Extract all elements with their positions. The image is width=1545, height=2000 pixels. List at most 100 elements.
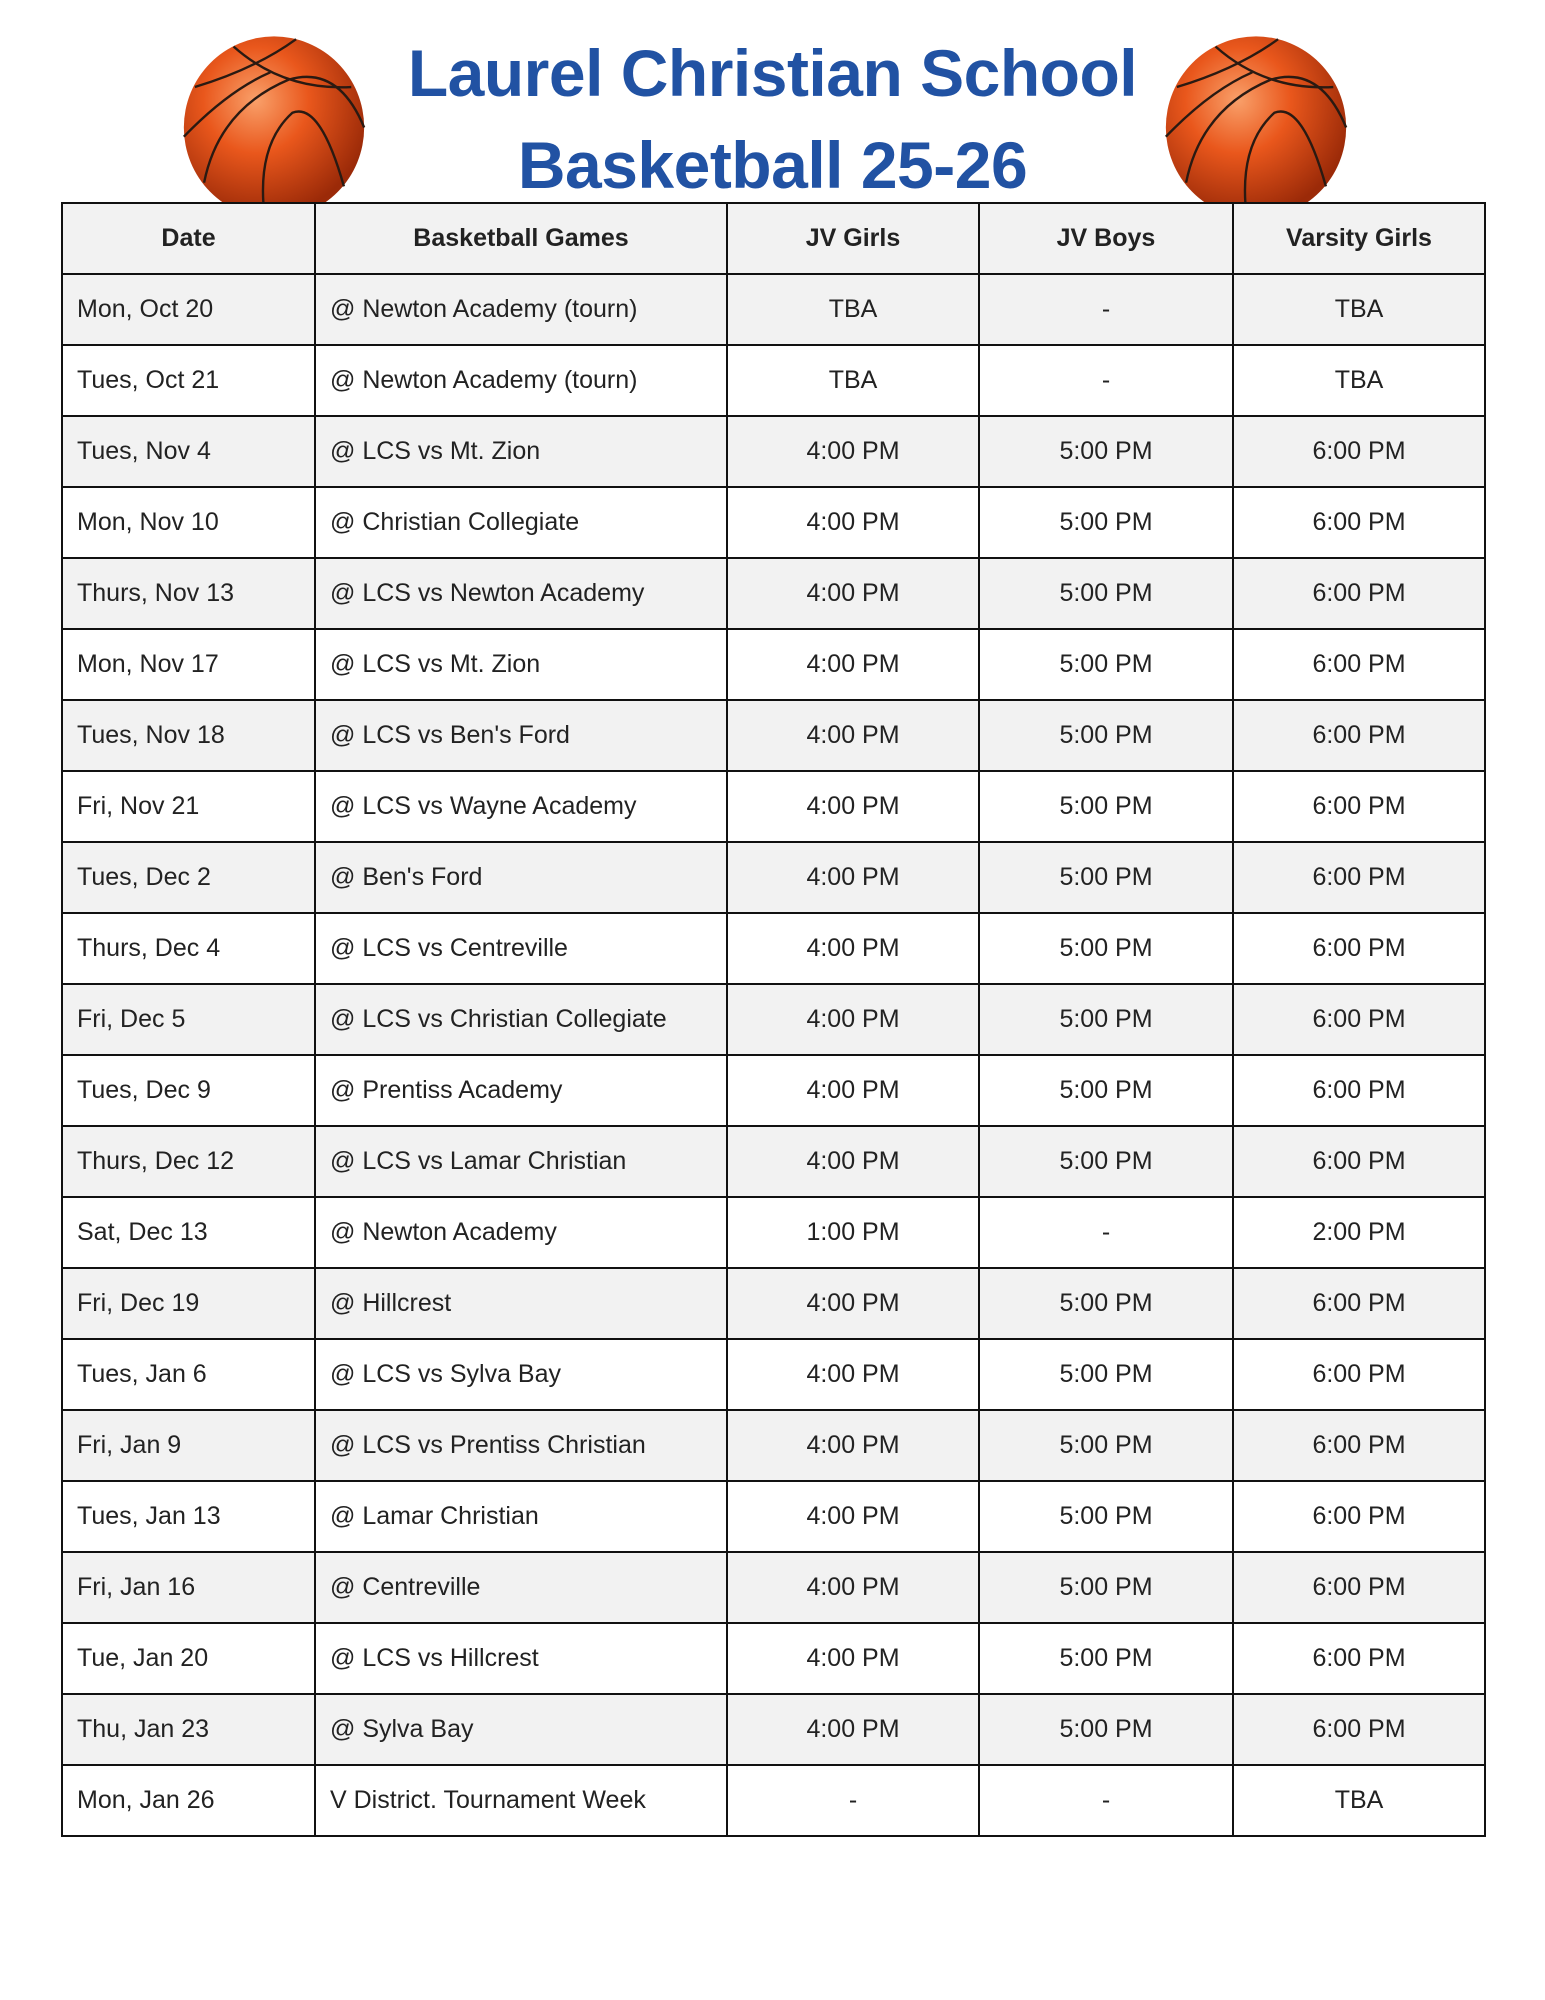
table-row: Fri, Jan 16 @ Centreville 4:00 PM 5:00 PM 6:… (61, 1551, 1486, 1624)
varsity-girls-cell: 6:00 PM (1232, 699, 1486, 772)
schedule-table: Date Basketball Games JV Girls JV Boys Varsi… (61, 202, 1486, 1837)
date-cell: Thurs, Dec 12 (61, 1125, 316, 1198)
jv-boys-cell: 5:00 PM (978, 557, 1234, 630)
varsity-girls-cell: 6:00 PM (1232, 628, 1486, 701)
game-cell: @ LCS vs Lamar Christian (314, 1125, 728, 1198)
table-row: Tue, Jan 20 @ LCS vs Hillcrest 4:00 PM 5:00… (61, 1622, 1486, 1695)
varsity-girls-cell: 6:00 PM (1232, 841, 1486, 914)
varsity-girls-cell: 6:00 PM (1232, 912, 1486, 985)
game-cell: @ LCS vs Hillcrest (314, 1622, 728, 1695)
jv-girls-cell: 4:00 PM (726, 1125, 980, 1198)
jv-girls-cell: 4:00 PM (726, 983, 980, 1056)
game-cell: @ Sylva Bay (314, 1693, 728, 1766)
title-line-2: Basketball 25-26 (517, 128, 1028, 202)
game-cell: @ Christian Collegiate (314, 486, 728, 559)
jv-girls-cell: 4:00 PM (726, 1054, 980, 1127)
title-line-1: Laurel Christian School (407, 36, 1138, 110)
basketball-icon (182, 36, 366, 219)
date-cell: Tues, Dec 2 (61, 841, 316, 914)
game-cell: @ Prentiss Academy (314, 1054, 728, 1127)
jv-girls-cell: TBA (726, 344, 980, 417)
date-cell: Tues, Oct 21 (61, 344, 316, 417)
game-cell: @ LCS vs Centreville (314, 912, 728, 985)
jv-girls-cell: 4:00 PM (726, 415, 980, 488)
table-row: Tues, Jan 6 @ LCS vs Sylva Bay 4:00 PM 5:00… (61, 1338, 1486, 1411)
date-cell: Mon, Oct 20 (61, 273, 316, 346)
jv-boys-cell: - (978, 273, 1234, 346)
table-row: Fri, Dec 5 @ LCS vs Christian Collegiate 4… (61, 983, 1486, 1056)
jv-boys-cell: 5:00 PM (978, 983, 1234, 1056)
date-cell: Thurs, Dec 4 (61, 912, 316, 985)
jv-girls-cell: 4:00 PM (726, 912, 980, 985)
jv-girls-cell: 4:00 PM (726, 770, 980, 843)
varsity-girls-cell: 6:00 PM (1232, 557, 1486, 630)
jv-girls-cell: - (726, 1764, 980, 1837)
game-cell: @ Hillcrest (314, 1267, 728, 1340)
varsity-girls-cell: TBA (1232, 344, 1486, 417)
varsity-girls-cell: 6:00 PM (1232, 1480, 1486, 1553)
table-row: Tues, Nov 4 @ LCS vs Mt. Zion 4:00 PM 5:00 … (61, 415, 1486, 488)
jv-girls-cell: 4:00 PM (726, 699, 980, 772)
jv-girls-cell: 4:00 PM (726, 557, 980, 630)
jv-boys-cell: 5:00 PM (978, 415, 1234, 488)
table-row: Fri, Dec 19 @ Hillcrest 4:00 PM 5:00 PM 6:00… (61, 1267, 1486, 1340)
date-cell: Fri, Jan 9 (61, 1409, 316, 1482)
jv-girls-cell: 4:00 PM (726, 1338, 980, 1411)
jv-girls-cell: 4:00 PM (726, 1267, 980, 1340)
table-row: Fri, Jan 9 @ LCS vs Prentiss Christian 4:0… (61, 1409, 1486, 1482)
jv-girls-cell: 4:00 PM (726, 1480, 980, 1553)
jv-boys-cell: - (978, 1196, 1234, 1269)
jv-girls-cell: 4:00 PM (726, 841, 980, 914)
jv-girls-cell: 4:00 PM (726, 1622, 980, 1695)
jv-girls-cell: 4:00 PM (726, 486, 980, 559)
varsity-girls-cell: 6:00 PM (1232, 1267, 1486, 1340)
jv-boys-cell: 5:00 PM (978, 1338, 1234, 1411)
jv-boys-cell: 5:00 PM (978, 1409, 1234, 1482)
jv-boys-cell: 5:00 PM (978, 1551, 1234, 1624)
varsity-girls-cell: 6:00 PM (1232, 1551, 1486, 1624)
date-cell: Mon, Nov 10 (61, 486, 316, 559)
table-row: Tues, Jan 13 @ Lamar Christian 4:00 PM 5:00… (61, 1480, 1486, 1553)
column-header: JV Girls (726, 202, 980, 275)
jv-boys-cell: - (978, 344, 1234, 417)
date-cell: Tue, Jan 20 (61, 1622, 316, 1695)
table-row: Tues, Dec 9 @ Prentiss Academy 4:00 PM 5:00… (61, 1054, 1486, 1127)
jv-girls-cell: 4:00 PM (726, 1693, 980, 1766)
column-header: Date (61, 202, 316, 275)
game-cell: @ LCS vs Prentiss Christian (314, 1409, 728, 1482)
jv-girls-cell: 4:00 PM (726, 1551, 980, 1624)
jv-boys-cell: 5:00 PM (978, 1267, 1234, 1340)
table-row: Thurs, Nov 13 @ LCS vs Newton Academy 4:00… (61, 557, 1486, 630)
table-row: Fri, Nov 21 @ LCS vs Wayne Academy 4:00 PM… (61, 770, 1486, 843)
date-cell: Tues, Jan 6 (61, 1338, 316, 1411)
game-cell: @ LCS vs Wayne Academy (314, 770, 728, 843)
jv-boys-cell: 5:00 PM (978, 1622, 1234, 1695)
jv-boys-cell: 5:00 PM (978, 912, 1234, 985)
table-row: Mon, Jan 26 V District. Tournament Week - -… (61, 1764, 1486, 1837)
date-cell: Tues, Jan 13 (61, 1480, 316, 1553)
game-cell: @ Lamar Christian (314, 1480, 728, 1553)
table-row: Thurs, Dec 4 @ LCS vs Centreville 4:00 PM 5… (61, 912, 1486, 985)
column-header: JV Boys (978, 202, 1234, 275)
jv-boys-cell: 5:00 PM (978, 1480, 1234, 1553)
game-cell: @ LCS vs Mt. Zion (314, 628, 728, 701)
jv-boys-cell: 5:00 PM (978, 770, 1234, 843)
date-cell: Tues, Dec 9 (61, 1054, 316, 1127)
jv-boys-cell: - (978, 1764, 1234, 1837)
varsity-girls-cell: 6:00 PM (1232, 1622, 1486, 1695)
date-cell: Fri, Dec 5 (61, 983, 316, 1056)
game-cell: @ Centreville (314, 1551, 728, 1624)
varsity-girls-cell: 6:00 PM (1232, 1054, 1486, 1127)
column-header: Varsity Girls (1232, 202, 1486, 275)
date-cell: Fri, Nov 21 (61, 770, 316, 843)
date-cell: Sat, Dec 13 (61, 1196, 316, 1269)
varsity-girls-cell: TBA (1232, 1764, 1486, 1837)
varsity-girls-cell: 6:00 PM (1232, 983, 1486, 1056)
game-cell: @ LCS vs Mt. Zion (314, 415, 728, 488)
date-cell: Mon, Nov 17 (61, 628, 316, 701)
date-cell: Tues, Nov 18 (61, 699, 316, 772)
table-row: Tues, Dec 2 @ Ben's Ford 4:00 PM 5:00 PM 6:0… (61, 841, 1486, 914)
table-row: Mon, Nov 10 @ Christian Collegiate 4:00 PM… (61, 486, 1486, 559)
jv-boys-cell: 5:00 PM (978, 699, 1234, 772)
varsity-girls-cell: 6:00 PM (1232, 1338, 1486, 1411)
